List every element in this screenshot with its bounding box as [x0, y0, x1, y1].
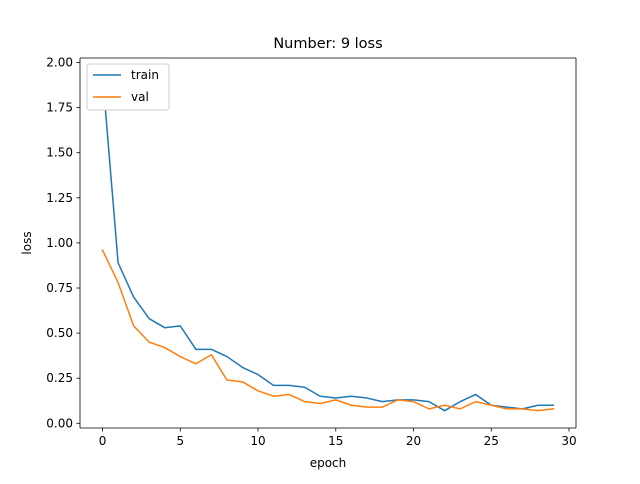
plot-background [80, 58, 576, 428]
series-line-val [101, 249, 555, 412]
x-tick-label: 30 [561, 434, 576, 448]
y-tick-label: 0.75 [46, 281, 73, 295]
y-tick-label: 1.00 [46, 236, 73, 250]
y-axis-label: loss [20, 231, 34, 254]
x-axis-ticks: 0 5 10 15 20 25 30 [99, 428, 577, 448]
y-tick-label: 0.50 [46, 326, 73, 340]
y-axis-ticks: 0.00 0.25 0.50 0.75 1.00 1.25 1.50 1.75 2.00 [46, 56, 80, 430]
y-tick-label: 0.00 [46, 416, 73, 430]
legend: train val [86, 63, 170, 111]
y-tick-label: 1.50 [46, 146, 73, 160]
y-tick-label: 1.75 [46, 101, 73, 115]
series-layer [101, 74, 555, 412]
x-tick-label: 15 [328, 434, 343, 448]
y-tick-label: 1.25 [46, 191, 73, 205]
series-line-train [101, 74, 555, 412]
x-tick-label: 20 [406, 434, 421, 448]
legend-label-train: train [131, 68, 159, 82]
legend-label-val: val [131, 90, 149, 104]
y-tick-label: 2.00 [46, 56, 73, 70]
chart-title: Number: 9 loss [273, 36, 382, 52]
x-tick-label: 5 [176, 434, 184, 448]
plot-area: 0 5 10 15 20 25 30 0.00 0.25 0.50 0.75 1.00 1.25 1.5… [46, 56, 576, 448]
x-tick-label: 0 [99, 434, 107, 448]
x-tick-label: 25 [484, 434, 499, 448]
x-tick-label: 10 [250, 434, 265, 448]
y-tick-label: 0.25 [46, 371, 73, 385]
x-axis-label: epoch [310, 456, 347, 470]
legend-items: train val [93, 68, 159, 104]
